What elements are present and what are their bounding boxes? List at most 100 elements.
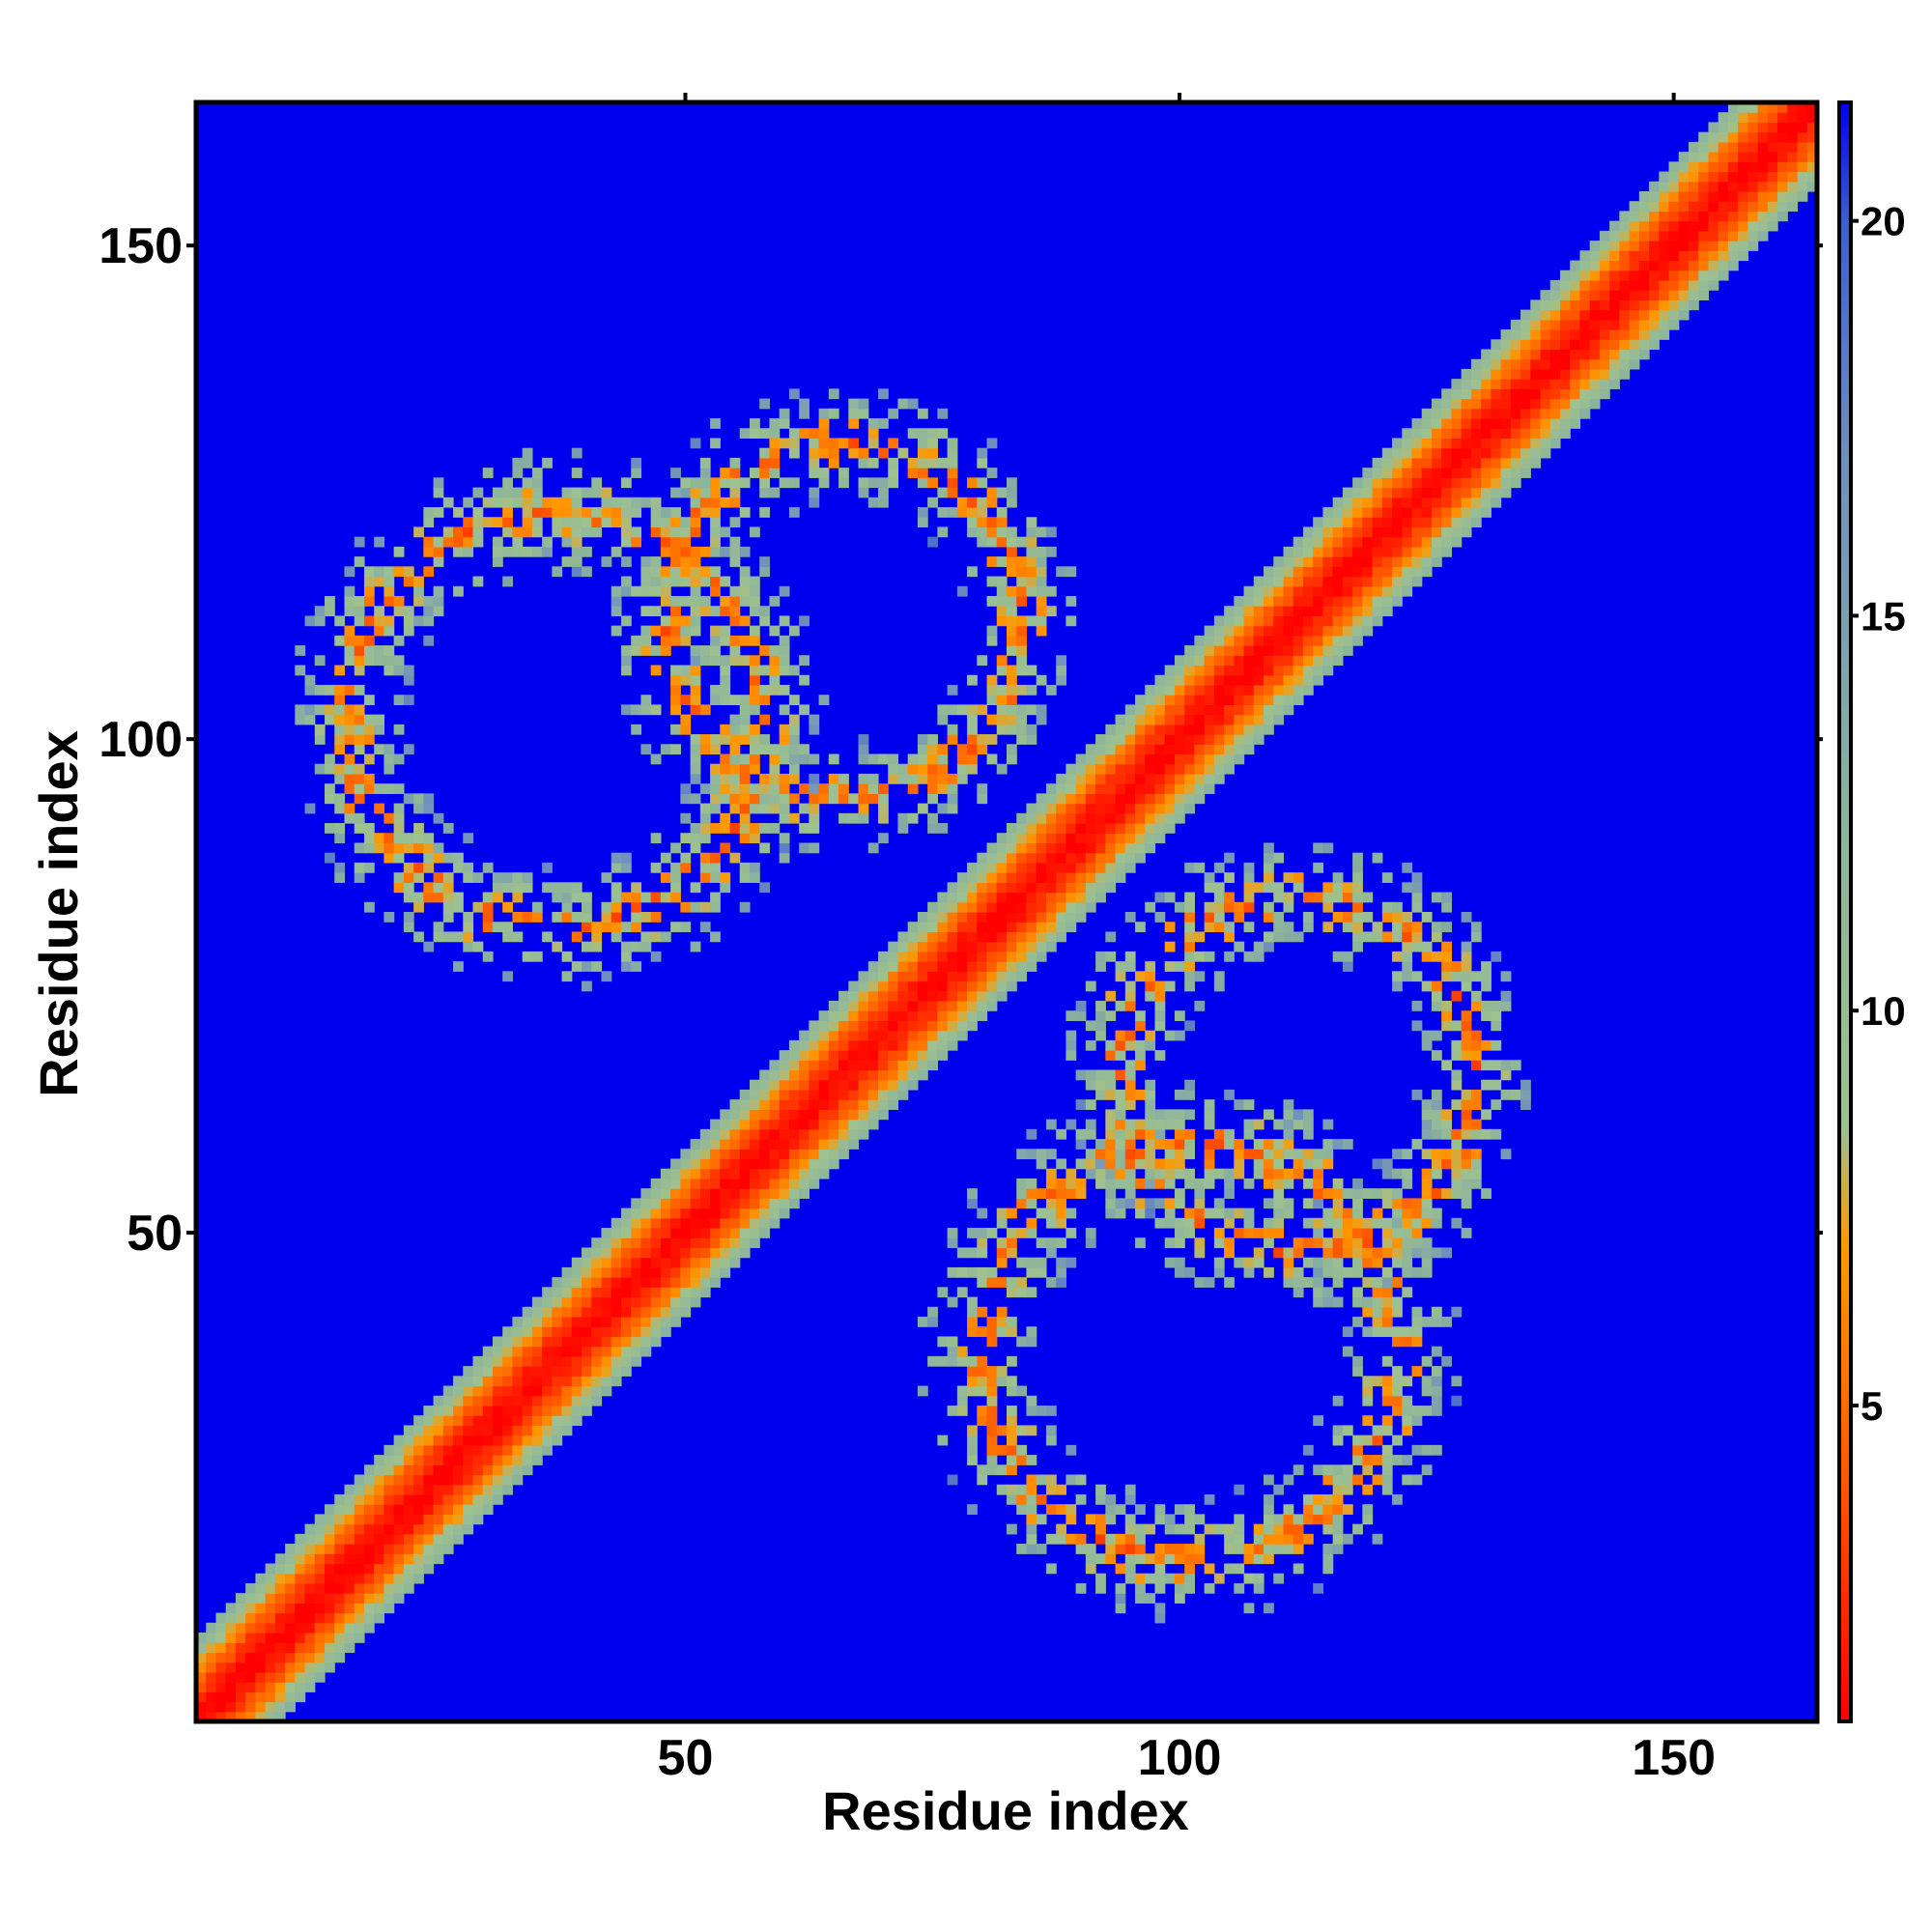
heatmap-cell [1421, 1217, 1433, 1229]
heatmap-cell [1007, 1415, 1017, 1427]
heatmap-cell [1224, 714, 1235, 725]
heatmap-cell [1194, 931, 1206, 943]
heatmap-cell [1253, 1149, 1264, 1160]
heatmap-cell [1234, 1228, 1245, 1238]
heatmap-cell [1253, 674, 1264, 686]
heatmap-cell [927, 1030, 938, 1041]
heatmap-cell [1668, 161, 1680, 173]
heatmap-cell [967, 744, 978, 755]
heatmap-cell [1411, 1020, 1423, 1032]
heatmap-cell [1264, 912, 1274, 923]
heatmap-cell [888, 1030, 899, 1041]
heatmap-cell [403, 695, 414, 705]
heatmap-cell [947, 941, 958, 952]
heatmap-cell [295, 665, 306, 676]
heatmap-cell [660, 507, 671, 518]
heatmap-cell [1184, 922, 1195, 933]
heatmap-cell [1135, 793, 1146, 805]
heatmap-cell [1283, 1139, 1294, 1150]
heatmap-cell [986, 912, 998, 923]
heatmap-cell [996, 763, 1008, 775]
heatmap-cell [492, 1444, 503, 1456]
heatmap-cell [739, 1168, 751, 1179]
heatmap-cell [1461, 980, 1472, 992]
heatmap-cell [423, 892, 435, 903]
heatmap-cell [374, 1474, 384, 1486]
heatmap-cell [986, 931, 998, 943]
heatmap-cell [1402, 1149, 1413, 1160]
heatmap-cell [749, 833, 760, 844]
heatmap-cell [1559, 349, 1571, 360]
heatmap-cell [809, 1178, 820, 1189]
heatmap-cell [1322, 1296, 1334, 1308]
heatmap-cell [1510, 339, 1521, 351]
heatmap-cell [1273, 1168, 1285, 1179]
heatmap-cell [1313, 546, 1324, 557]
heatmap-cell [1302, 1178, 1314, 1189]
heatmap-cell [304, 1533, 316, 1545]
heatmap-cell [858, 793, 869, 805]
heatmap-cell [877, 1060, 889, 1071]
heatmap-cell [1342, 576, 1353, 587]
heatmap-cell [1609, 349, 1620, 360]
heatmap-cell [522, 457, 533, 469]
heatmap-cell [1105, 1119, 1117, 1130]
heatmap-cell [1243, 872, 1255, 883]
heatmap-cell [650, 645, 662, 656]
heatmap-cell [631, 497, 642, 508]
heatmap-cell [591, 1326, 603, 1338]
heatmap-cell [779, 585, 790, 597]
heatmap-cell [582, 1366, 592, 1377]
heatmap-cell [1154, 684, 1166, 696]
heatmap-cell [749, 585, 760, 597]
heatmap-cell [986, 1444, 998, 1456]
heatmap-cell [1392, 951, 1403, 962]
heatmap-cell [1500, 438, 1512, 449]
heatmap-cell [1243, 704, 1255, 716]
heatmap-cell [274, 1582, 286, 1594]
heatmap-cell [1124, 803, 1136, 814]
heatmap-cell [759, 793, 771, 805]
heatmap-cell [670, 1178, 681, 1189]
heatmap-cell [977, 655, 988, 667]
heatmap-cell [1016, 862, 1028, 873]
heatmap-cell [552, 892, 563, 903]
heatmap-cell [749, 783, 760, 794]
heatmap-cell [907, 1060, 919, 1071]
heatmap-cell [1293, 1237, 1304, 1249]
heatmap-cell [828, 388, 839, 400]
heatmap-cell [1481, 1039, 1492, 1051]
heatmap-cell [1559, 368, 1571, 380]
heatmap-cell [986, 1415, 998, 1427]
heatmap-cell [1520, 379, 1531, 389]
heatmap-cell [1095, 1030, 1106, 1041]
heatmap-cell [1224, 724, 1235, 735]
heatmap-cell [858, 1109, 869, 1121]
heatmap-cell [344, 783, 355, 794]
heatmap-cell [502, 576, 514, 587]
heatmap-cell [255, 1573, 267, 1584]
heatmap-cell [1402, 1168, 1413, 1179]
heatmap-cell [1392, 566, 1403, 578]
heatmap-cell [788, 1139, 800, 1150]
heatmap-cell [867, 1030, 879, 1041]
heatmap-cell [354, 714, 365, 725]
heatmap-cell [1392, 1247, 1403, 1259]
heatmap-cell [1283, 1168, 1294, 1179]
heatmap-cell [828, 457, 839, 469]
heatmap-cell [512, 1444, 524, 1456]
heatmap-cell [1638, 339, 1650, 351]
heatmap-cell [858, 812, 869, 824]
heatmap-cell [571, 892, 582, 903]
heatmap-cell [1273, 1149, 1285, 1160]
heatmap-cell [1461, 388, 1472, 400]
heatmap-cell [552, 1306, 563, 1318]
heatmap-cell [1470, 1039, 1482, 1051]
heatmap-cell [552, 1435, 563, 1446]
heatmap-cell [1283, 1099, 1294, 1110]
heatmap-cell [1402, 931, 1413, 943]
heatmap-cell [215, 1691, 227, 1703]
heatmap-cell [986, 941, 998, 952]
heatmap-cell [1609, 309, 1620, 321]
heatmap-cell [720, 812, 731, 824]
